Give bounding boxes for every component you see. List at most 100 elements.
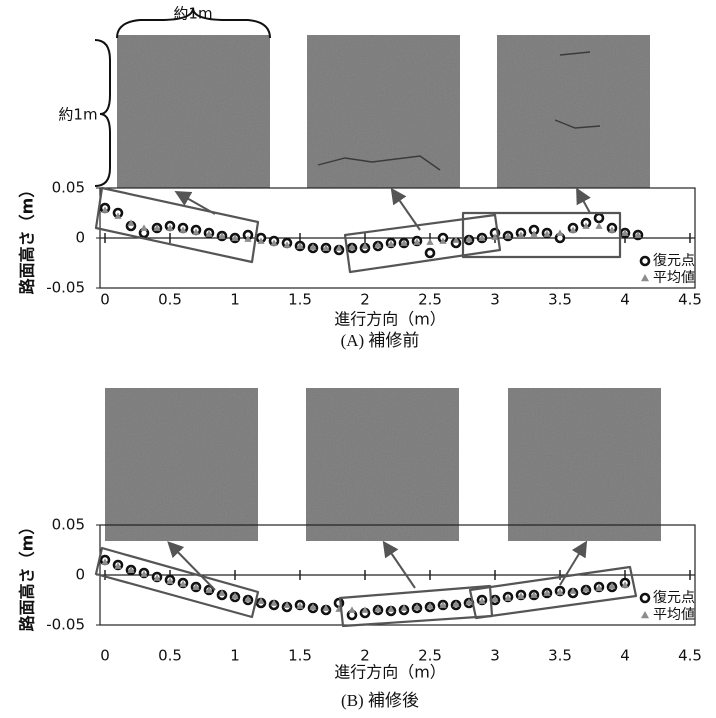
x-axis-label: 進行方向（m） — [334, 310, 446, 329]
annotation: 約1m — [58, 106, 97, 124]
legend-marker — [641, 611, 649, 619]
arrow — [390, 187, 421, 231]
y-tick-label: 0 — [75, 229, 85, 247]
point — [608, 226, 616, 233]
point — [595, 222, 603, 229]
point — [439, 237, 447, 244]
point — [244, 235, 252, 242]
point — [127, 219, 135, 226]
point — [335, 244, 343, 251]
photo — [497, 35, 650, 188]
point — [387, 605, 395, 612]
point — [556, 229, 564, 236]
point — [179, 580, 187, 587]
point — [166, 577, 174, 584]
point — [101, 206, 109, 213]
point — [114, 562, 122, 569]
legend-label: 平均値 — [653, 607, 695, 623]
point — [192, 583, 200, 590]
x-tick-label: 2.5 — [418, 291, 442, 309]
y-tick-label: 0.05 — [52, 516, 85, 534]
point — [361, 242, 369, 249]
photos-before: 約1m 約1m — [58, 5, 650, 188]
photo — [306, 388, 459, 541]
x-tick-label: 1.5 — [288, 291, 312, 309]
point — [413, 603, 421, 610]
point — [400, 604, 408, 611]
x-tick-label: 4.5 — [678, 647, 702, 665]
arrow — [576, 187, 591, 214]
point — [621, 581, 629, 588]
point — [582, 585, 590, 592]
y-tick-label: 0.05 — [52, 179, 85, 197]
point — [374, 605, 382, 612]
point — [491, 595, 499, 602]
point — [491, 233, 499, 240]
x-tick-label: 0 — [100, 647, 110, 665]
caption: (A) 補修前 — [341, 331, 420, 350]
annotations-before — [94, 186, 622, 274]
point — [543, 589, 551, 596]
point — [465, 598, 473, 605]
point — [569, 226, 577, 233]
point — [309, 603, 317, 610]
y-tick-label: -0.05 — [46, 279, 85, 297]
x-tick-label: 2 — [360, 647, 370, 665]
y-tick-label: 0 — [75, 566, 85, 584]
arrow — [559, 540, 588, 586]
x-tick-label: 4 — [620, 647, 630, 665]
x-tick-label: 3 — [490, 647, 500, 665]
legend-marker — [639, 592, 651, 604]
point — [218, 232, 226, 239]
arrow — [174, 191, 216, 215]
x-tick-label: 0.5 — [158, 291, 182, 309]
point — [634, 231, 642, 238]
y-axis-label: 路面高さ（m） — [18, 519, 37, 632]
annotation: 約1m — [173, 5, 212, 23]
point — [166, 224, 174, 231]
point — [140, 570, 148, 577]
arrow — [167, 541, 216, 591]
point — [387, 240, 395, 247]
caption: (B) 補修後 — [341, 691, 419, 710]
point — [608, 582, 616, 589]
point — [424, 247, 436, 259]
legend-label: 復元点 — [653, 252, 695, 269]
y-axis-label: 路面高さ（m） — [18, 182, 37, 295]
point — [593, 212, 605, 224]
legend-label: 復元点 — [653, 589, 695, 606]
point — [569, 587, 577, 594]
point — [595, 584, 603, 591]
point — [621, 229, 629, 236]
point — [582, 222, 590, 229]
photo — [117, 35, 270, 188]
point — [153, 574, 161, 581]
point — [400, 239, 408, 246]
point — [153, 224, 161, 231]
point — [244, 595, 252, 602]
photo — [307, 35, 460, 188]
point — [478, 597, 486, 604]
point — [231, 234, 239, 241]
point — [504, 232, 512, 239]
x-tick-label: 0 — [100, 291, 110, 309]
region-box — [94, 546, 260, 619]
region-box — [94, 186, 260, 264]
point — [452, 236, 460, 243]
photo — [105, 388, 258, 541]
point — [361, 606, 369, 613]
point — [179, 226, 187, 233]
region-box — [461, 211, 622, 259]
region-box — [343, 213, 502, 274]
y-tick-label: -0.05 — [46, 616, 85, 634]
point — [296, 602, 304, 609]
point — [114, 212, 122, 219]
brace — [116, 7, 271, 39]
x-tick-label: 3 — [490, 291, 500, 309]
photo — [508, 388, 661, 541]
point — [452, 600, 460, 607]
legend-marker — [641, 274, 649, 282]
x-tick-label: 1 — [230, 291, 240, 309]
point — [270, 599, 278, 606]
